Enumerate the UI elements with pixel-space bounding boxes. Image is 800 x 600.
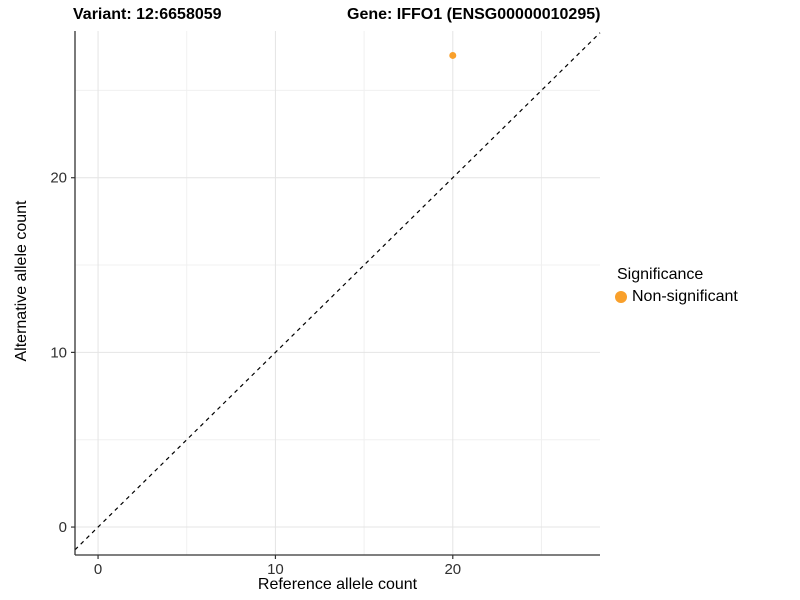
plot-title-variant: Variant: 12:6658059 (73, 6, 222, 23)
x-tick-label: 20 (444, 561, 461, 578)
plot-title-gene: Gene: IFFO1 (ENSG00000010295) (347, 6, 601, 23)
x-tick-label: 0 (94, 561, 102, 578)
x-axis-title: Reference allele count (257, 576, 418, 593)
legend-title: Significance (617, 266, 704, 283)
legend-entry-label: Non-significant (632, 288, 738, 305)
y-tick-label: 10 (50, 344, 67, 361)
y-axis-title: Alternative allele count (13, 200, 30, 362)
x-tick-label: 10 (267, 561, 284, 578)
legend-point-icon (615, 291, 627, 303)
y-tick-label: 0 (59, 519, 67, 536)
y-tick-label: 20 (50, 170, 67, 187)
legend-entry: Non-significant (615, 288, 738, 306)
legend: Significance Non-significant (615, 266, 738, 306)
identity-dashed-line (74, 32, 601, 551)
data-point (449, 51, 457, 59)
